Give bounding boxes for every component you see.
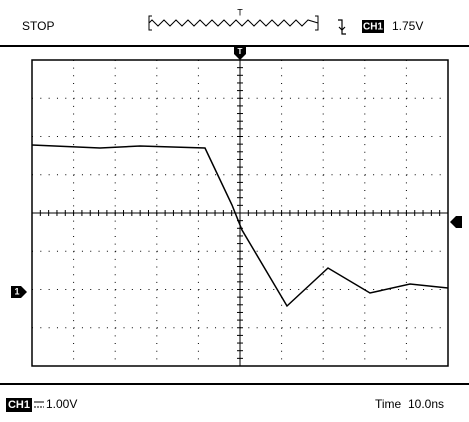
trigger-window — [148, 15, 319, 31]
waveform-trace — [31, 144, 449, 308]
status: STOP — [22, 19, 54, 33]
svg-text:T: T — [238, 47, 243, 56]
trigger-edge-icon — [338, 19, 346, 35]
trigger-level-marker — [450, 216, 462, 228]
time-label: Time — [375, 397, 402, 411]
channel-badge — [362, 20, 384, 33]
trigger-time-marker: T — [234, 47, 246, 60]
volts-per-div: 1.00V — [46, 397, 77, 411]
trigger-position: T — [237, 7, 243, 17]
trigger-window-zigzag — [148, 15, 319, 31]
coupling-icon — [34, 401, 44, 408]
time-per-div: 10.0ns — [408, 397, 444, 411]
footer-channel: CH1 — [8, 399, 30, 411]
footer-channel-badge — [6, 398, 32, 412]
channel-marker: 1 — [14, 286, 19, 296]
channel-marker-shape — [11, 286, 27, 298]
channel: CH1 — [363, 22, 383, 33]
graticule — [31, 59, 449, 367]
trigger-level: 1.75V — [392, 19, 423, 33]
